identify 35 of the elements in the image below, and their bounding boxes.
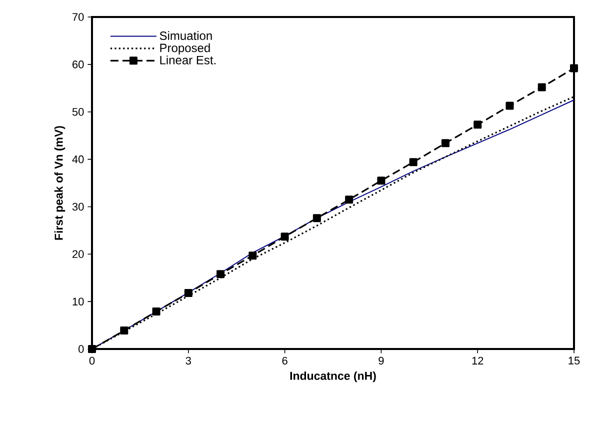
x-tick-label: 15 [568,356,580,364]
x-tick-label: 0 [89,356,95,365]
point [570,64,578,72]
y-axis-title: First peak of Vn (mV) [54,126,66,240]
point [312,214,321,222]
point [474,120,482,129]
y-tick-label: 10 [72,298,84,306]
point [88,345,96,353]
point [377,176,386,185]
legend-label: Linear Est. [160,56,216,64]
y-tick-label: 20 [72,250,84,258]
point [184,289,192,298]
y-tick-label: 0 [78,345,84,353]
point [506,102,514,110]
point [409,158,418,166]
y-tick-label: 60 [72,60,84,68]
legend-label: Proposed [160,43,210,55]
y-tick-label: 30 [72,202,84,211]
x-tick-label: 6 [282,356,288,365]
point [441,139,450,148]
point [345,196,354,204]
x-tick-label: 12 [472,356,484,364]
point [120,326,128,335]
x-axis-title: Inducatnce (nH) [290,371,376,382]
y-tick-label: 70 [72,13,84,21]
y-tick-label: 50 [72,108,84,116]
point [280,232,289,241]
point [216,270,225,278]
x-tick-label: 3 [186,356,191,365]
point [538,83,546,92]
x-tick-label: 9 [378,356,384,365]
point [248,252,257,260]
point [152,308,160,316]
y-tick-label: 40 [72,155,84,164]
legend-label: Simuation [160,31,212,40]
